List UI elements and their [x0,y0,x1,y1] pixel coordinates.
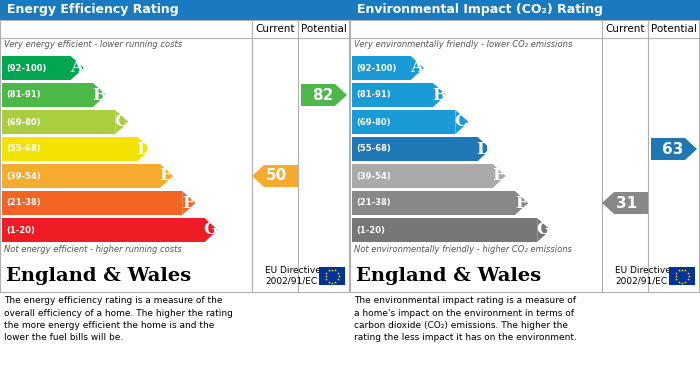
Bar [352,137,477,161]
Text: (69-80): (69-80) [356,118,391,127]
Bar [350,0,700,20]
Polygon shape [477,137,491,161]
Polygon shape [204,218,218,242]
Text: EU Directive
2002/91/EC: EU Directive 2002/91/EC [265,266,321,286]
Text: (39-54): (39-54) [356,172,391,181]
Text: The energy efficiency rating is a measure of the
overall efficiency of a home. T: The energy efficiency rating is a measur… [4,296,233,343]
Polygon shape [411,56,424,80]
Bar [2,164,160,188]
Bar [2,137,138,161]
Bar [350,260,699,292]
Text: (1-20): (1-20) [6,226,35,235]
Bar [0,260,349,292]
Polygon shape [71,56,84,80]
Text: F: F [515,194,526,212]
Bar [350,20,699,292]
Text: 63: 63 [662,142,683,156]
Polygon shape [537,218,550,242]
Text: Energy Efficiency Rating: Energy Efficiency Rating [7,4,178,16]
Text: (81-91): (81-91) [6,90,41,99]
Text: Potential: Potential [651,24,697,34]
Bar [0,20,350,292]
Text: (92-100): (92-100) [6,63,46,72]
Text: D: D [477,140,491,158]
Text: D: D [136,140,150,158]
Text: England & Wales: England & Wales [6,267,191,285]
Polygon shape [493,164,506,188]
Text: E: E [160,167,172,185]
Text: 31: 31 [615,196,637,210]
Text: 50: 50 [265,169,287,183]
Text: Current: Current [256,24,295,34]
Text: B: B [432,86,446,104]
Text: Current: Current [606,24,645,34]
Text: The environmental impact rating is a measure of
a home's impact on the environme: The environmental impact rating is a mea… [354,296,577,343]
Text: (55-68): (55-68) [356,145,391,154]
Text: (1-20): (1-20) [356,226,385,235]
Text: F: F [182,194,194,212]
Bar [319,267,345,285]
Text: (55-68): (55-68) [6,145,41,154]
Text: Environmental Impact (CO₂) Rating: Environmental Impact (CO₂) Rating [357,4,603,16]
Text: (39-54): (39-54) [6,172,41,181]
Bar [2,110,116,134]
Bar [669,267,695,285]
Polygon shape [182,191,195,215]
Text: C: C [455,113,468,131]
Bar [2,56,71,80]
Bar [352,191,515,215]
Text: G: G [204,221,218,239]
Text: E: E [492,167,505,185]
Polygon shape [515,191,528,215]
Text: Very environmentally friendly - lower CO₂ emissions: Very environmentally friendly - lower CO… [354,40,573,49]
Bar [0,0,350,20]
Text: G: G [536,221,550,239]
Text: C: C [115,113,128,131]
Text: England & Wales: England & Wales [356,267,541,285]
Bar [2,191,182,215]
Polygon shape [456,110,468,134]
Bar [0,20,349,292]
Polygon shape [252,165,298,187]
Text: Not environmentally friendly - higher CO₂ emissions: Not environmentally friendly - higher CO… [354,245,572,254]
Text: Not energy efficient - higher running costs: Not energy efficient - higher running co… [4,245,182,254]
Text: (21-38): (21-38) [356,199,391,208]
Text: 82: 82 [312,88,333,102]
Text: (69-80): (69-80) [6,118,41,127]
Bar [2,218,204,242]
Bar [352,83,433,107]
Polygon shape [651,138,697,160]
Text: B: B [92,86,106,104]
Text: A: A [410,59,424,77]
Text: (21-38): (21-38) [6,199,41,208]
Polygon shape [93,83,106,107]
Polygon shape [116,110,129,134]
Bar [352,218,537,242]
Polygon shape [301,84,347,106]
Polygon shape [602,192,648,214]
Bar [352,164,493,188]
Text: Potential: Potential [301,24,347,34]
Text: (81-91): (81-91) [356,90,391,99]
Polygon shape [160,164,173,188]
Bar [352,56,411,80]
Text: (92-100): (92-100) [356,63,396,72]
Bar [2,83,93,107]
Text: Very energy efficient - lower running costs: Very energy efficient - lower running co… [4,40,182,49]
Text: A: A [70,59,83,77]
Bar [350,20,700,292]
Bar [352,110,456,134]
Polygon shape [138,137,150,161]
Text: EU Directive
2002/91/EC: EU Directive 2002/91/EC [615,266,671,286]
Polygon shape [433,83,446,107]
